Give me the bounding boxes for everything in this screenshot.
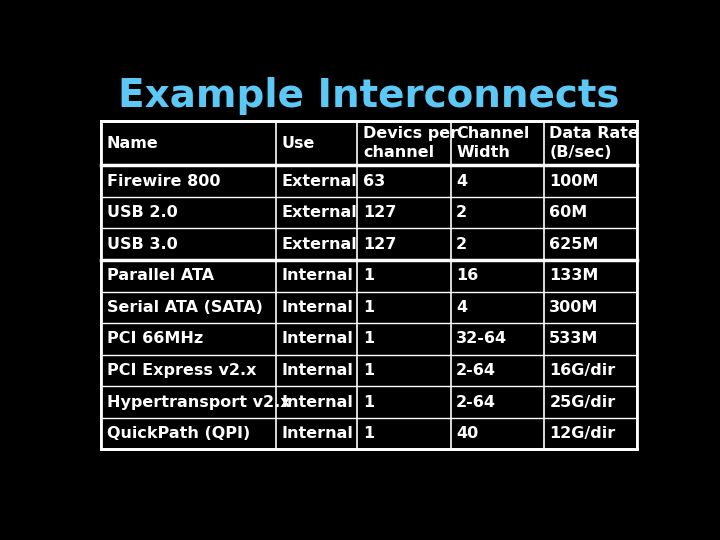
Text: 16: 16: [456, 268, 478, 284]
Text: 12G/dir: 12G/dir: [549, 426, 616, 441]
Text: 4: 4: [456, 300, 467, 315]
Text: 2: 2: [456, 205, 467, 220]
Text: 133M: 133M: [549, 268, 598, 284]
Text: 16G/dir: 16G/dir: [549, 363, 616, 378]
Text: Internal: Internal: [282, 268, 354, 284]
Text: 533M: 533M: [549, 332, 598, 347]
Text: 63: 63: [363, 173, 385, 188]
Text: Channel
Width: Channel Width: [456, 126, 529, 160]
Text: 25G/dir: 25G/dir: [549, 395, 616, 409]
Text: Firewire 800: Firewire 800: [107, 173, 220, 188]
Text: Data Rate
(B/sec): Data Rate (B/sec): [549, 126, 639, 160]
Text: Internal: Internal: [282, 426, 354, 441]
Text: Serial ATA (SATA): Serial ATA (SATA): [107, 300, 263, 315]
Text: Parallel ATA: Parallel ATA: [107, 268, 214, 284]
Text: 1: 1: [363, 426, 374, 441]
Text: 100M: 100M: [549, 173, 598, 188]
Text: Hypertransport v2.x: Hypertransport v2.x: [107, 395, 290, 409]
Text: 1: 1: [363, 268, 374, 284]
Text: PCI 66MHz: PCI 66MHz: [107, 332, 203, 347]
Text: PCI Express v2.x: PCI Express v2.x: [107, 363, 256, 378]
Text: 2-64: 2-64: [456, 363, 496, 378]
Text: 2: 2: [456, 237, 467, 252]
Text: USB 3.0: USB 3.0: [107, 237, 178, 252]
Text: Internal: Internal: [282, 395, 354, 409]
Text: 2-64: 2-64: [456, 395, 496, 409]
Text: 127: 127: [363, 205, 396, 220]
Text: QuickPath (QPI): QuickPath (QPI): [107, 426, 250, 441]
Text: External: External: [282, 237, 357, 252]
Bar: [101, 121, 636, 449]
Text: 1: 1: [363, 363, 374, 378]
Text: 60M: 60M: [549, 205, 588, 220]
Text: 127: 127: [363, 237, 396, 252]
Text: USB 2.0: USB 2.0: [107, 205, 178, 220]
Text: 625M: 625M: [549, 237, 598, 252]
Text: Devics per
channel: Devics per channel: [363, 126, 458, 160]
Text: External: External: [282, 205, 357, 220]
Text: External: External: [282, 173, 357, 188]
Text: 1: 1: [363, 332, 374, 347]
Text: 1: 1: [363, 395, 374, 409]
Text: 4: 4: [456, 173, 467, 188]
Text: Name: Name: [107, 136, 158, 151]
Text: 40: 40: [456, 426, 478, 441]
Text: Internal: Internal: [282, 363, 354, 378]
Text: 1: 1: [363, 300, 374, 315]
Text: 32-64: 32-64: [456, 332, 507, 347]
Text: Use: Use: [282, 136, 315, 151]
Text: 300M: 300M: [549, 300, 598, 315]
Text: Internal: Internal: [282, 300, 354, 315]
Text: Example Interconnects: Example Interconnects: [118, 77, 620, 115]
Text: Internal: Internal: [282, 332, 354, 347]
